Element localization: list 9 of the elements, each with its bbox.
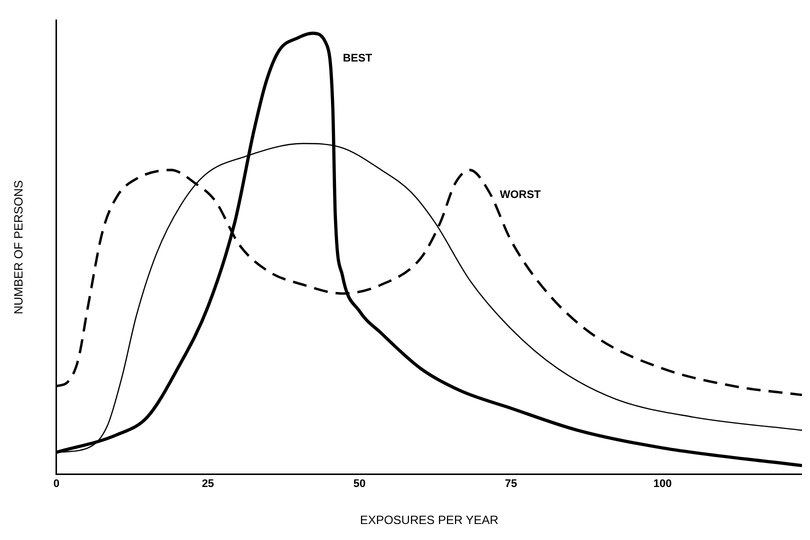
x-tick-label: 0 <box>53 478 60 490</box>
x-tick-label: 100 <box>653 478 672 490</box>
series-label: BEST <box>342 52 372 64</box>
x-tick-label: 75 <box>504 478 518 490</box>
series-label: WORST <box>500 189 542 202</box>
x-tick-label: 50 <box>353 478 366 490</box>
y-axis-title: NUMBER OF PERSONS <box>12 180 26 314</box>
x-axis-title: EXPOSURES PER YEAR <box>360 513 499 528</box>
x-tick-label: 25 <box>202 478 214 490</box>
